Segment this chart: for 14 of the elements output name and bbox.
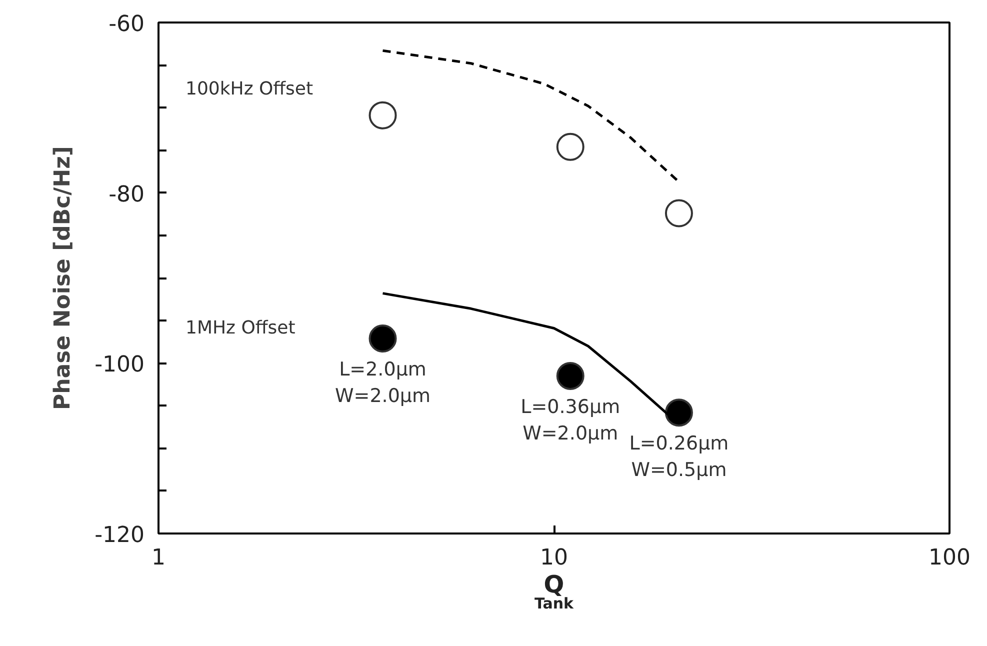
annotation: L=0.26μm W=0.5μm xyxy=(629,432,729,481)
annotation: 100kHz Offset xyxy=(186,78,314,100)
y-tick-label: -80 xyxy=(108,182,145,208)
x-tick-label: 1 xyxy=(152,546,166,570)
y-tick-label: -120 xyxy=(94,523,145,548)
annotation: L=0.36μm W=2.0μm xyxy=(520,396,620,444)
x-tick-label: 100 xyxy=(928,546,971,570)
annotation: L=2.0μm W=2.0μm xyxy=(335,358,431,407)
y-tick-label: -100 xyxy=(94,352,145,378)
annotation: 1MHz Offset xyxy=(186,318,296,338)
y-tick-label: -60 xyxy=(108,12,145,37)
x-tick-label: 10 xyxy=(540,546,568,570)
x-axis-title: QTank xyxy=(534,570,575,612)
y-axis-title: Phase Noise [dBc/Hz] xyxy=(50,146,76,410)
